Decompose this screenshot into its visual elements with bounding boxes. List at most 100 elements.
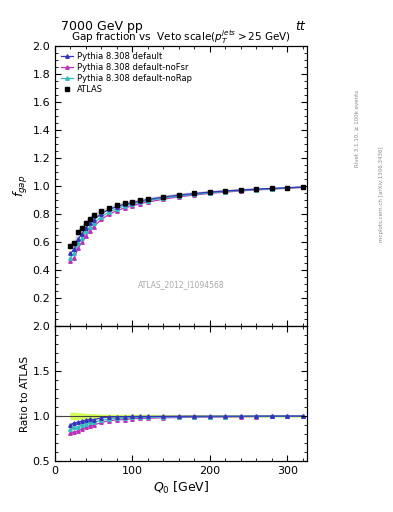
Pythia 8.308 default-noRap	[138, 199, 143, 205]
Pythia 8.308 default-noFsr	[107, 211, 112, 217]
Pythia 8.308 default	[72, 246, 77, 252]
Pythia 8.308 default	[161, 194, 166, 200]
Pythia 8.308 default	[176, 192, 181, 198]
ATLAS	[176, 191, 181, 198]
Pythia 8.308 default-noRap	[300, 184, 305, 190]
ATLAS	[107, 205, 112, 211]
Pythia 8.308 default	[107, 206, 112, 212]
Pythia 8.308 default-noFsr	[130, 203, 135, 209]
Pythia 8.308 default	[88, 220, 92, 226]
ATLAS	[145, 196, 150, 202]
Pythia 8.308 default-noFsr	[91, 223, 96, 229]
Pythia 8.308 default-noFsr	[84, 232, 88, 239]
ATLAS	[285, 184, 290, 190]
Line: Pythia 8.308 default: Pythia 8.308 default	[69, 185, 305, 255]
Pythia 8.308 default-noFsr	[88, 228, 92, 234]
ATLAS	[239, 186, 243, 193]
Pythia 8.308 default	[130, 200, 135, 206]
Text: tt: tt	[295, 20, 305, 33]
Line: Pythia 8.308 default-noRap: Pythia 8.308 default-noRap	[69, 185, 305, 260]
Pythia 8.308 default-noRap	[91, 220, 96, 226]
Pythia 8.308 default-noRap	[107, 209, 112, 215]
Pythia 8.308 default-noFsr	[80, 239, 84, 245]
Pythia 8.308 default-noFsr	[161, 196, 166, 202]
ATLAS	[72, 240, 77, 246]
ATLAS	[88, 216, 92, 222]
Pythia 8.308 default-noFsr	[176, 194, 181, 200]
Pythia 8.308 default-noFsr	[208, 190, 212, 197]
ATLAS	[130, 199, 135, 205]
Pythia 8.308 default-noRap	[122, 203, 127, 209]
Pythia 8.308 default-noFsr	[122, 205, 127, 211]
ATLAS	[76, 229, 81, 235]
Pythia 8.308 default-noRap	[99, 214, 104, 220]
Text: 7000 GeV pp: 7000 GeV pp	[61, 20, 143, 33]
Pythia 8.308 default	[208, 189, 212, 195]
ATLAS	[300, 184, 305, 190]
Pythia 8.308 default	[68, 250, 73, 257]
Title: Gap fraction vs  Veto scale($p_T^{jets}>$25 GeV): Gap fraction vs Veto scale($p_T^{jets}>$…	[71, 28, 291, 46]
Line: Pythia 8.308 default-noFsr: Pythia 8.308 default-noFsr	[69, 185, 305, 263]
Pythia 8.308 default	[76, 236, 81, 242]
Pythia 8.308 default-noRap	[208, 190, 212, 196]
Pythia 8.308 default	[115, 203, 119, 209]
Pythia 8.308 default-noFsr	[76, 245, 81, 251]
Pythia 8.308 default-noRap	[192, 191, 196, 198]
Pythia 8.308 default-noFsr	[68, 258, 73, 264]
ATLAS	[269, 185, 274, 191]
Pythia 8.308 default-noFsr	[115, 208, 119, 214]
Pythia 8.308 default-noRap	[239, 187, 243, 194]
Pythia 8.308 default-noRap	[115, 205, 119, 211]
Pythia 8.308 default-noRap	[84, 228, 88, 234]
Pythia 8.308 default	[84, 224, 88, 230]
Pythia 8.308 default-noRap	[68, 254, 73, 261]
Pythia 8.308 default	[223, 188, 228, 194]
Pythia 8.308 default	[122, 201, 127, 207]
Pythia 8.308 default-noRap	[88, 224, 92, 230]
Text: Rivet 3.1.10, ≥ 100k events: Rivet 3.1.10, ≥ 100k events	[355, 90, 360, 166]
Y-axis label: Ratio to ATLAS: Ratio to ATLAS	[20, 355, 29, 432]
ATLAS	[254, 186, 259, 192]
ATLAS	[80, 225, 84, 231]
Line: ATLAS: ATLAS	[68, 184, 305, 248]
ATLAS	[223, 187, 228, 194]
Pythia 8.308 default-noRap	[80, 234, 84, 241]
Pythia 8.308 default	[239, 187, 243, 193]
Pythia 8.308 default-noRap	[130, 201, 135, 207]
Pythia 8.308 default-noFsr	[285, 185, 290, 191]
Pythia 8.308 default	[300, 184, 305, 190]
Pythia 8.308 default	[269, 185, 274, 191]
Pythia 8.308 default-noFsr	[269, 186, 274, 192]
ATLAS	[138, 197, 143, 203]
ATLAS	[192, 190, 196, 196]
Pythia 8.308 default-noFsr	[300, 184, 305, 190]
ATLAS	[99, 208, 104, 214]
Pythia 8.308 default-noFsr	[72, 254, 77, 261]
Pythia 8.308 default-noRap	[223, 188, 228, 195]
Pythia 8.308 default	[192, 190, 196, 197]
Pythia 8.308 default-noRap	[145, 198, 150, 204]
ATLAS	[84, 220, 88, 226]
Pythia 8.308 default-noFsr	[239, 188, 243, 194]
Pythia 8.308 default	[99, 210, 104, 217]
Pythia 8.308 default	[80, 231, 84, 237]
Pythia 8.308 default-noRap	[72, 250, 77, 257]
Pythia 8.308 default	[285, 185, 290, 191]
ATLAS	[208, 189, 212, 195]
Y-axis label: $f_{gap}$: $f_{gap}$	[12, 175, 29, 198]
Pythia 8.308 default	[91, 217, 96, 223]
Pythia 8.308 default-noFsr	[254, 187, 259, 193]
Pythia 8.308 default-noFsr	[192, 192, 196, 198]
ATLAS	[122, 200, 127, 206]
Pythia 8.308 default-noFsr	[138, 201, 143, 207]
Pythia 8.308 default	[145, 197, 150, 203]
ATLAS	[161, 194, 166, 200]
ATLAS	[115, 202, 119, 208]
Pythia 8.308 default-noRap	[176, 193, 181, 199]
Pythia 8.308 default-noFsr	[145, 199, 150, 205]
Text: ATLAS_2012_I1094568: ATLAS_2012_I1094568	[138, 280, 224, 289]
ATLAS	[91, 212, 96, 218]
Pythia 8.308 default-noFsr	[223, 189, 228, 195]
Pythia 8.308 default	[138, 198, 143, 204]
Text: mcplots.cern.ch [arXiv:1306.3436]: mcplots.cern.ch [arXiv:1306.3436]	[379, 147, 384, 242]
